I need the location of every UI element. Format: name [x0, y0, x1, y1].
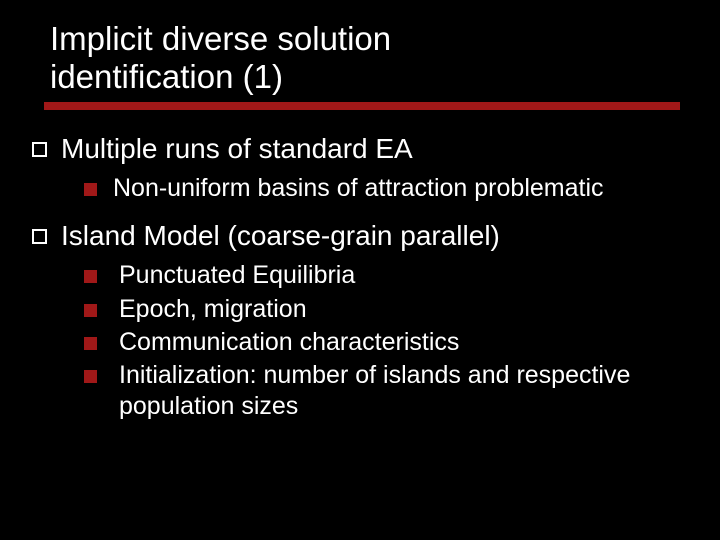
sub-bullet-group: Punctuated Equilibria Epoch, migration C…: [50, 260, 690, 422]
bullet-level2: Initialization: number of islands and re…: [84, 360, 690, 423]
bullet-text: Non-uniform basins of attraction problem…: [113, 173, 604, 204]
bullet-text: Island Model (coarse-grain parallel): [61, 219, 500, 253]
sub-bullet-group: Non-uniform basins of attraction problem…: [50, 173, 690, 204]
solid-square-icon: [84, 304, 97, 317]
slide: Implicit diverse solution identification…: [0, 0, 720, 540]
bullet-level2: Non-uniform basins of attraction problem…: [84, 173, 690, 204]
solid-square-icon: [84, 370, 97, 383]
bullet-level2: Punctuated Equilibria: [84, 260, 690, 291]
bullet-text: Punctuated Equilibria: [119, 260, 355, 291]
solid-square-icon: [84, 183, 97, 196]
outline-square-icon: [32, 229, 47, 244]
title-line-1: Implicit diverse solution: [50, 20, 391, 57]
bullet-level1: Multiple runs of standard EA: [32, 132, 690, 166]
solid-square-icon: [84, 337, 97, 350]
solid-square-icon: [84, 270, 97, 283]
content-area: Multiple runs of standard EA Non-uniform…: [50, 132, 690, 423]
bullet-text: Communication characteristics: [119, 327, 459, 358]
slide-title: Implicit diverse solution identification…: [50, 20, 690, 96]
bullet-text: Epoch, migration: [119, 294, 307, 325]
bullet-level2: Epoch, migration: [84, 294, 690, 325]
outline-square-icon: [32, 142, 47, 157]
bullet-level1: Island Model (coarse-grain parallel): [32, 219, 690, 253]
bullet-level2: Communication characteristics: [84, 327, 690, 358]
bullet-text: Initialization: number of islands and re…: [119, 360, 690, 423]
bullet-text: Multiple runs of standard EA: [61, 132, 413, 166]
title-block: Implicit diverse solution identification…: [50, 20, 690, 110]
title-underline: [44, 102, 680, 110]
title-line-2: identification (1): [50, 58, 283, 95]
